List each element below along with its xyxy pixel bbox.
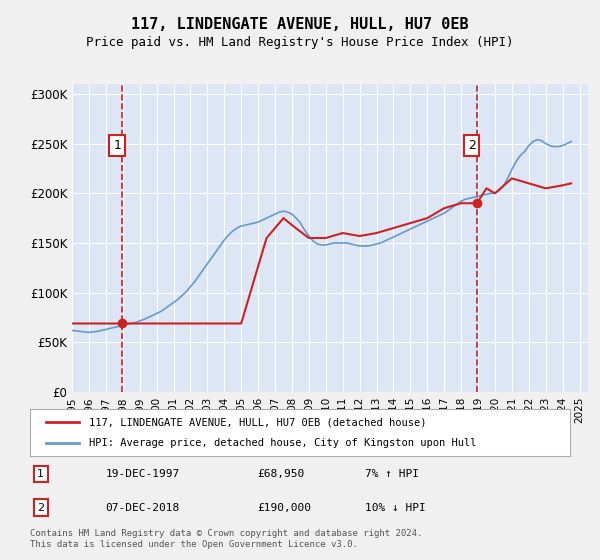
Text: £68,950: £68,950 [257, 469, 304, 479]
Text: 117, LINDENGATE AVENUE, HULL, HU7 0EB (detached house): 117, LINDENGATE AVENUE, HULL, HU7 0EB (d… [89, 417, 427, 427]
Text: Price paid vs. HM Land Registry's House Price Index (HPI): Price paid vs. HM Land Registry's House … [86, 36, 514, 49]
Text: £190,000: £190,000 [257, 502, 311, 512]
Text: 10% ↓ HPI: 10% ↓ HPI [365, 502, 425, 512]
Text: 2: 2 [37, 502, 44, 512]
Text: 1: 1 [37, 469, 44, 479]
Text: 07-DEC-2018: 07-DEC-2018 [106, 502, 180, 512]
Text: 1: 1 [113, 139, 121, 152]
Text: Contains HM Land Registry data © Crown copyright and database right 2024.
This d: Contains HM Land Registry data © Crown c… [30, 529, 422, 549]
Text: 19-DEC-1997: 19-DEC-1997 [106, 469, 180, 479]
Text: 117, LINDENGATE AVENUE, HULL, HU7 0EB: 117, LINDENGATE AVENUE, HULL, HU7 0EB [131, 17, 469, 32]
Text: 7% ↑ HPI: 7% ↑ HPI [365, 469, 419, 479]
Text: HPI: Average price, detached house, City of Kingston upon Hull: HPI: Average price, detached house, City… [89, 438, 477, 448]
Text: 2: 2 [468, 139, 476, 152]
